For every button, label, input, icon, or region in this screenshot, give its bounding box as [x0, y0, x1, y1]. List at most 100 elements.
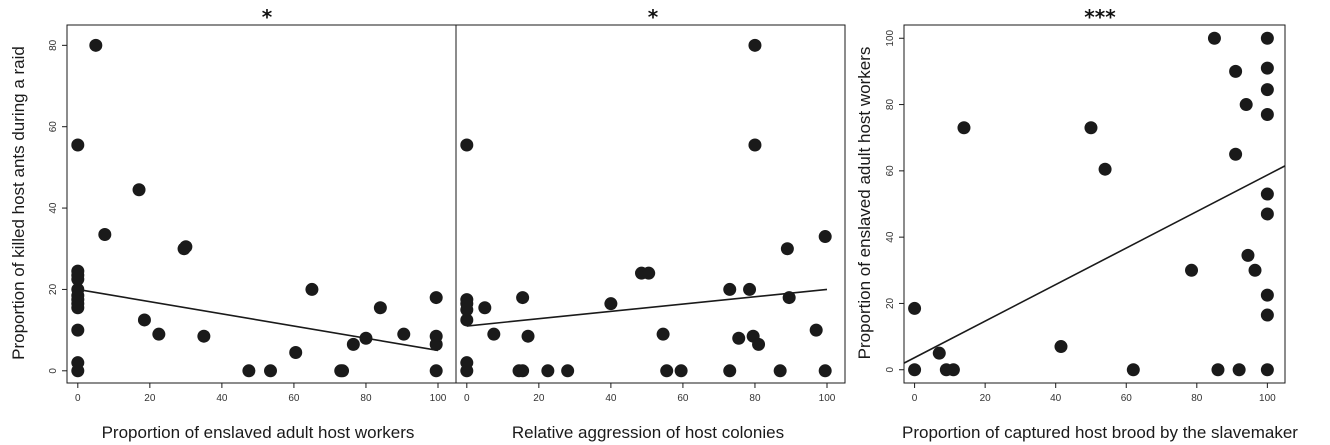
data-point — [516, 364, 530, 378]
significance-label: *** — [1084, 5, 1116, 29]
data-point — [1232, 363, 1246, 377]
panel-killed-vs-aggression: * Relative aggression of host colonies 0… — [455, 5, 846, 442]
x-tick-label: 20 — [533, 393, 545, 404]
data-point — [1239, 98, 1253, 112]
data-point — [478, 301, 492, 315]
data-point — [748, 138, 762, 152]
data-point — [1185, 263, 1199, 277]
data-point — [541, 364, 555, 378]
data-point — [932, 346, 946, 360]
y-tick-label: 0 — [48, 368, 59, 374]
x-tick-label: 60 — [288, 393, 300, 404]
y-tick-label: 80 — [885, 99, 896, 111]
data-point — [1260, 363, 1274, 377]
x-tick-label: 20 — [144, 393, 156, 404]
y-axis-label: Proportion of enslaved adult host worker… — [855, 47, 874, 360]
data-point — [132, 183, 146, 197]
x-tick-label: 40 — [216, 393, 228, 404]
y-tick-label: 100 — [885, 29, 896, 46]
y-tick-label: 20 — [885, 297, 896, 309]
x-tick-label: 80 — [360, 393, 372, 404]
data-point — [773, 364, 787, 378]
data-point — [429, 329, 443, 343]
data-point — [908, 301, 922, 315]
data-point — [460, 356, 474, 370]
data-point — [197, 329, 211, 343]
data-point — [137, 313, 151, 327]
data-point — [561, 364, 575, 378]
x-axis-label: Relative aggression of host colonies — [512, 423, 784, 442]
panel-enslaved-vs-brood: *** Proportion of captured host brood by… — [855, 5, 1298, 442]
data-point — [373, 301, 387, 315]
data-point — [818, 230, 832, 244]
y-axis-label: Proportion of killed host ants during a … — [9, 46, 28, 360]
y-tick-label: 20 — [48, 283, 59, 295]
data-point — [516, 291, 530, 305]
data-points — [460, 38, 832, 378]
data-point — [71, 323, 85, 337]
data-point — [359, 331, 373, 345]
data-point — [460, 313, 474, 327]
data-point — [957, 121, 971, 135]
regression-line — [466, 288, 828, 327]
plot-frame — [455, 24, 846, 384]
x-tick-label: 40 — [1050, 393, 1062, 404]
data-point — [782, 291, 796, 305]
data-point — [71, 138, 85, 152]
plot-frame — [903, 24, 1286, 384]
x-tick-label: 0 — [75, 393, 81, 404]
data-point — [908, 363, 922, 377]
data-point — [336, 364, 350, 378]
data-point — [1211, 363, 1225, 377]
data-point — [748, 38, 762, 52]
data-point — [674, 364, 688, 378]
data-point — [1098, 162, 1112, 176]
data-point — [660, 364, 674, 378]
x-tick-label: 60 — [677, 393, 689, 404]
data-point — [429, 364, 443, 378]
data-point — [780, 242, 794, 256]
x-tick-label: 80 — [1191, 393, 1203, 404]
significance-label: * — [648, 5, 659, 29]
data-point — [1260, 31, 1274, 45]
data-point — [264, 364, 278, 378]
x-tick-label: 100 — [1259, 393, 1276, 404]
data-point — [521, 329, 535, 343]
data-point — [656, 327, 670, 341]
x-tick-label: 0 — [912, 393, 918, 404]
data-point — [152, 327, 166, 341]
x-tick-label: 60 — [1121, 393, 1133, 404]
data-point — [242, 364, 256, 378]
x-tick-label: 100 — [430, 393, 447, 404]
data-point — [1229, 64, 1243, 78]
data-point — [723, 282, 737, 296]
x-axis-label: Proportion of captured host brood by the… — [902, 423, 1298, 442]
data-point — [71, 356, 85, 370]
data-point — [487, 327, 501, 341]
y-tick-label: 0 — [885, 367, 896, 373]
x-axis-label: Proportion of enslaved adult host worker… — [102, 423, 415, 442]
data-point — [1126, 363, 1140, 377]
data-point — [89, 38, 103, 52]
significance-label: * — [262, 5, 273, 29]
data-point — [1260, 83, 1274, 97]
x-tick-label: 80 — [749, 393, 761, 404]
data-point — [1260, 207, 1274, 221]
x-tick-label: 40 — [605, 393, 617, 404]
data-point — [1207, 31, 1221, 45]
data-points — [71, 38, 443, 378]
data-point — [1260, 288, 1274, 302]
data-point — [743, 282, 757, 296]
axis-ticks: 0 20 40 60 80 100 — [464, 383, 836, 404]
data-point — [460, 138, 474, 152]
data-point — [732, 331, 746, 345]
data-point — [818, 364, 832, 378]
data-point — [1229, 147, 1243, 161]
data-points — [903, 31, 1286, 377]
y-tick-label: 60 — [48, 121, 59, 133]
data-point — [346, 337, 360, 351]
regression-line — [903, 165, 1286, 364]
data-point — [1084, 121, 1098, 135]
data-point — [1241, 248, 1255, 262]
